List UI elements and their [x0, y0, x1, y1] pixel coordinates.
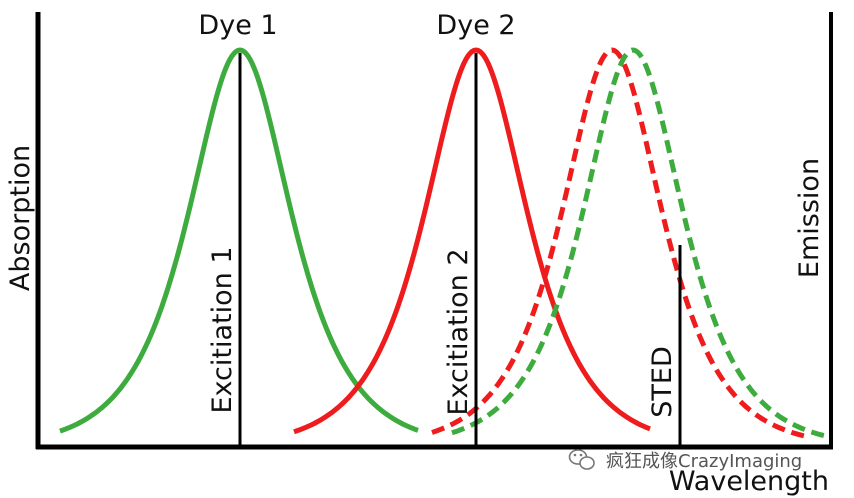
- dye1-label: Dye 1: [198, 10, 277, 41]
- excitation2-label: Excitiation 2: [443, 248, 474, 415]
- wechat-icon: [568, 449, 595, 470]
- emission-axis-label: Emission: [794, 158, 825, 278]
- wavelength-axis-label: Wavelength: [669, 466, 829, 497]
- dye2-label: Dye 2: [436, 10, 515, 41]
- dye2-absorption-curve: [293, 47, 651, 435]
- excitation1-label: Excitiation 1: [207, 246, 238, 413]
- sted-label: STED: [647, 346, 678, 417]
- absorption-axis-label: Absorption: [5, 145, 36, 291]
- dye2-emission-curve: [431, 47, 811, 440]
- watermark-text: 疯狂成像CrazyImaging: [606, 451, 802, 472]
- dye1-emission-curve: [451, 47, 831, 440]
